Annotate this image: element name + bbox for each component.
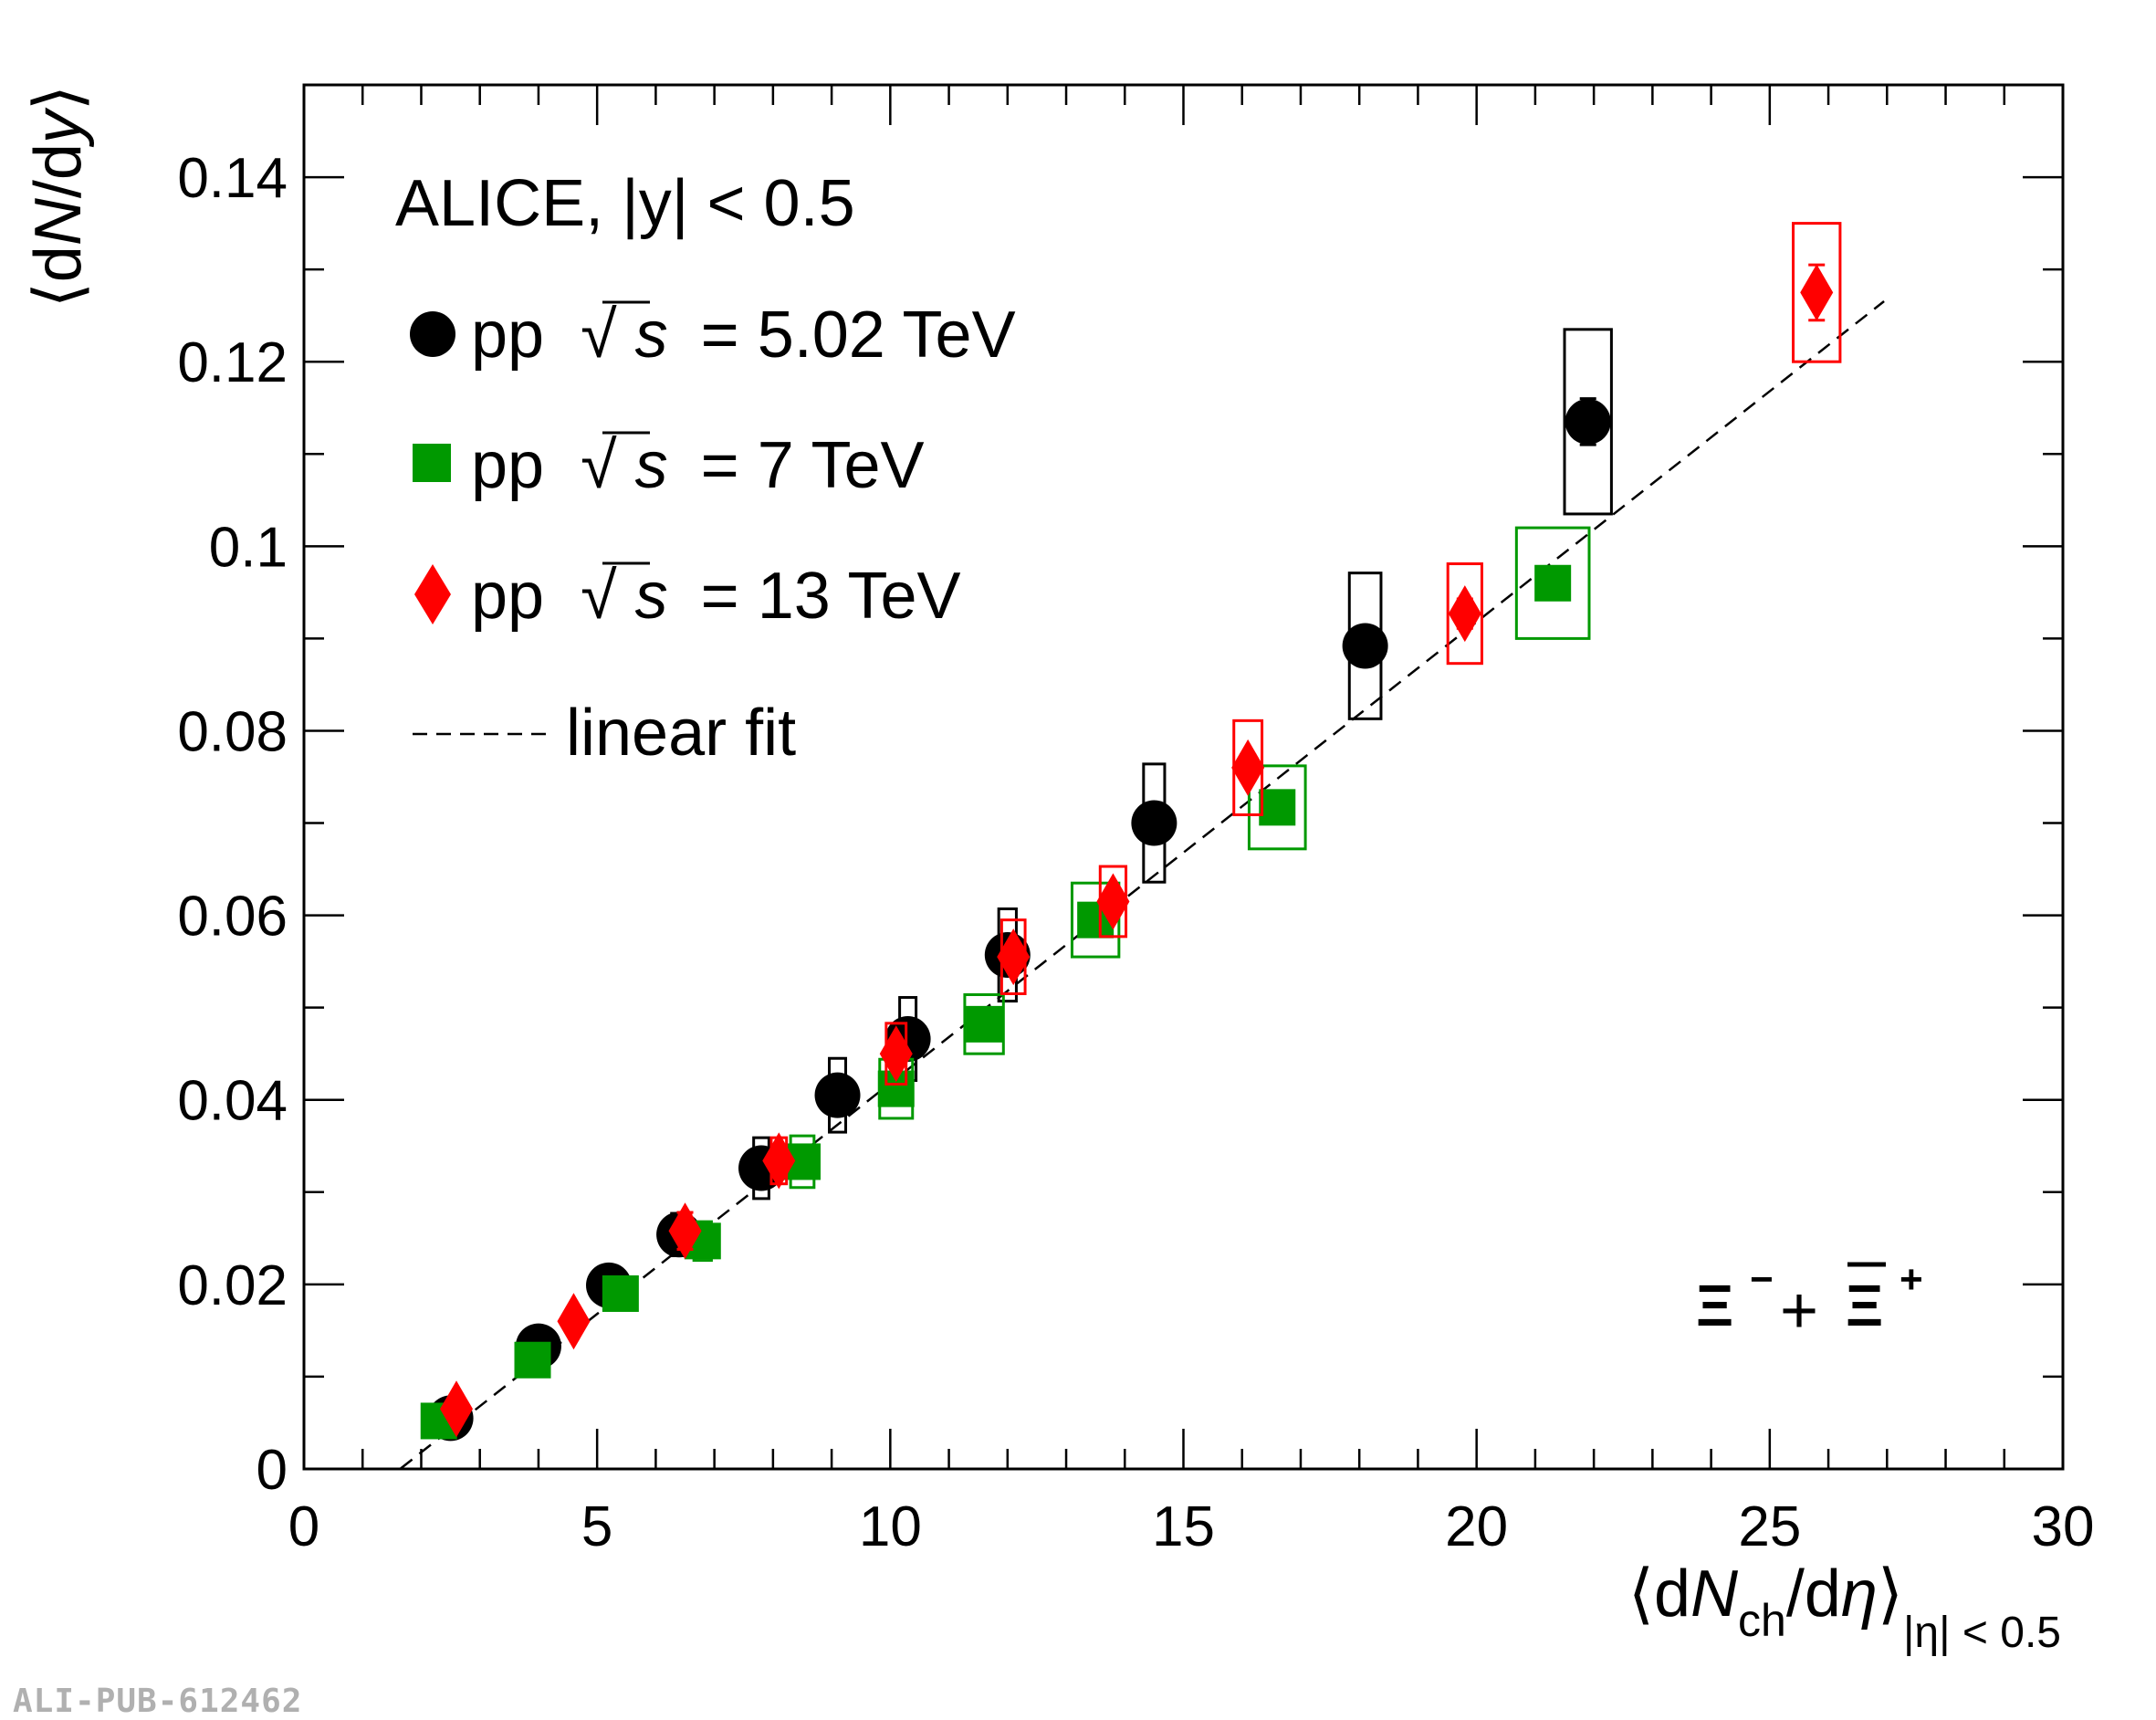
data-point [879,1025,913,1083]
axis-ticks [302,83,2065,1471]
syst-error-box [1247,764,1307,851]
syst-error-box [1446,562,1483,666]
data-point [762,1132,796,1190]
particle-anti-xi-plus: Ξ + [1846,1257,1923,1338]
x-tick-label: 25 [1738,1495,1801,1558]
x-tick-label: 0 [288,1495,319,1558]
y-tick-label: 0.14 [177,147,288,210]
legend-label-fit: linear fit [566,697,796,770]
data-point [1131,800,1177,846]
x-tick-labels: 0 5 10 15 20 25 30 [288,1495,2095,1558]
x-tick-label: 20 [1445,1495,1508,1558]
syst-error-box [1792,222,1842,363]
legend: ALICE, |y| < 0.5 pp √ s = 5.02 TeV pp √ … [395,167,1016,770]
data-point [1800,264,1834,321]
legend-marker-13 [414,564,451,624]
legend-label-5-02: pp √ s = 5.02 TeV [471,299,1016,372]
data-point [668,1202,702,1260]
y-tick-label: 0 [256,1439,288,1502]
x-axis-title: ⟨dNch/dη⟩|η| < 0.5 [1628,1557,2061,1657]
x-tick-label: 10 [859,1495,922,1558]
syst-error-box [1563,328,1613,516]
data-point [1565,398,1611,445]
data-point [602,1274,639,1312]
x-tick-label: 15 [1152,1495,1215,1558]
data-point [966,1005,1003,1043]
y-tick-label: 0.12 [177,331,288,394]
syst-error-box [1514,526,1591,640]
linear-fit-line [400,300,1885,1470]
data-point [514,1341,551,1379]
y-tick-label: 0.06 [177,886,288,949]
data-point [1448,585,1481,643]
legend-marker-7 [413,444,451,482]
x-tick-label: 5 [581,1495,612,1558]
data-point [814,1072,861,1118]
data-series [420,222,1842,1442]
legend-label-13: pp √ s = 13 TeV [471,560,961,633]
y-tick-label: 0.08 [177,700,288,763]
data-point [1342,623,1388,669]
x-tick-label: 30 [2032,1495,2095,1558]
y-axis-title: ⟨dN/dy⟩ [22,85,95,308]
y-tick-label: 0.04 [177,1070,288,1133]
series-diamond [440,222,1842,1438]
legend-marker-5-02 [410,311,455,357]
data-point [1096,873,1130,930]
legend-label-7: pp √ s = 7 TeV [471,429,925,502]
data-point [557,1293,591,1350]
syst-error-box [963,993,1005,1055]
data-point [1259,789,1296,826]
data-point [1231,739,1265,796]
data-point [997,928,1031,986]
publication-id: ALI-PUB-612462 [13,1683,303,1720]
data-point [440,1380,474,1438]
particle-xi-minus: Ξ − [1696,1257,1774,1338]
syst-error-box [1070,881,1121,959]
y-tick-label: 0.02 [177,1254,288,1317]
y-tick-labels: 0 0.02 0.04 0.06 0.08 0.1 0.12 0.14 [177,147,288,1502]
particle-label: Ξ − + Ξ + [1696,1257,1923,1348]
y-tick-label: 0.1 [209,516,288,579]
chart-title: ALICE, |y| < 0.5 [395,167,855,240]
data-point [1534,564,1572,602]
particle-plus-sign: + [1780,1274,1818,1348]
